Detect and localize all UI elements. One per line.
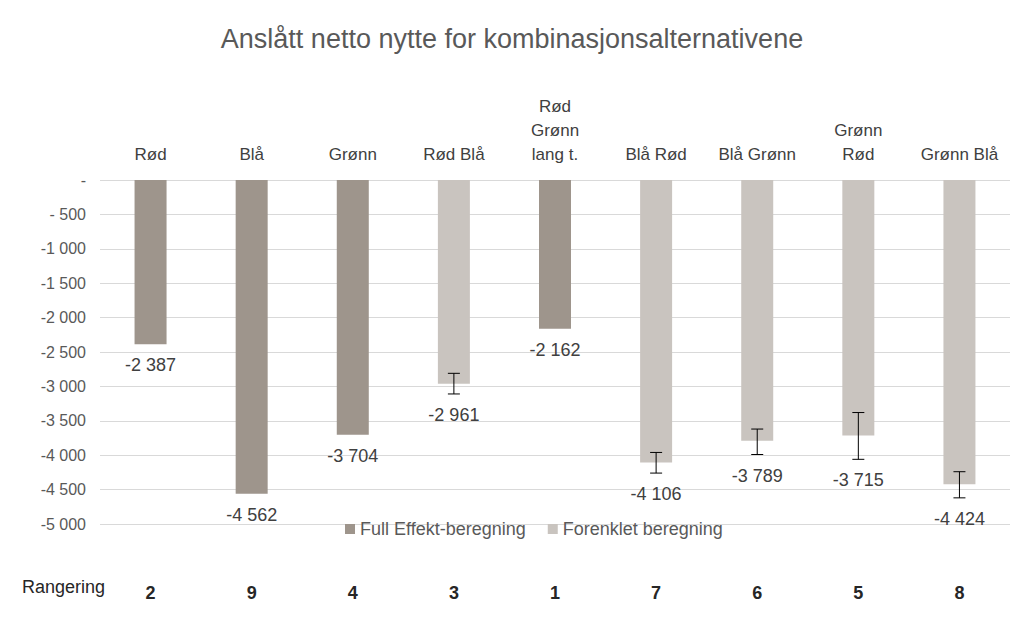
svg-text:-1 500: -1 500 bbox=[41, 275, 86, 292]
svg-text:-4 500: -4 500 bbox=[41, 481, 86, 498]
svg-text:-3 789: -3 789 bbox=[732, 466, 783, 486]
svg-text:Full Effekt-beregning: Full Effekt-beregning bbox=[360, 519, 526, 539]
svg-text:Grønn Blå: Grønn Blå bbox=[921, 145, 999, 164]
svg-text:5: 5 bbox=[853, 583, 863, 603]
svg-text:7: 7 bbox=[651, 583, 661, 603]
svg-text:Forenklet beregning: Forenklet beregning bbox=[563, 519, 723, 539]
svg-text:Blå: Blå bbox=[239, 145, 264, 164]
svg-text:Grønn: Grønn bbox=[834, 121, 882, 140]
svg-text:Rangering: Rangering bbox=[22, 577, 105, 597]
svg-text:-: - bbox=[81, 172, 86, 189]
svg-text:-3 000: -3 000 bbox=[41, 378, 86, 395]
svg-text:Rød: Rød bbox=[842, 145, 874, 164]
svg-text:lang t.: lang t. bbox=[532, 145, 578, 164]
svg-text:Rød Blå: Rød Blå bbox=[423, 145, 485, 164]
svg-text:Blå Grønn: Blå Grønn bbox=[718, 145, 795, 164]
svg-text:-2 961: -2 961 bbox=[428, 405, 479, 425]
svg-text:-5 000: -5 000 bbox=[41, 516, 86, 533]
svg-text:Grønn: Grønn bbox=[531, 121, 579, 140]
svg-text:1: 1 bbox=[550, 583, 560, 603]
svg-text:3: 3 bbox=[449, 583, 459, 603]
svg-text:-4 000: -4 000 bbox=[41, 447, 86, 464]
svg-text:Blå Rød: Blå Rød bbox=[625, 145, 686, 164]
svg-text:6: 6 bbox=[752, 583, 762, 603]
svg-text:-2 387: -2 387 bbox=[125, 355, 176, 375]
svg-text:-1 000: -1 000 bbox=[41, 240, 86, 257]
svg-text:-4 106: -4 106 bbox=[631, 484, 682, 504]
svg-text:-2 500: -2 500 bbox=[41, 344, 86, 361]
svg-text:4: 4 bbox=[348, 583, 358, 603]
svg-text:-3 500: -3 500 bbox=[41, 412, 86, 429]
svg-text:-3 704: -3 704 bbox=[327, 446, 378, 466]
svg-text:-2 000: -2 000 bbox=[41, 309, 86, 326]
svg-text:-3 715: -3 715 bbox=[833, 470, 884, 490]
svg-text:Rød: Rød bbox=[539, 97, 571, 116]
svg-text:9: 9 bbox=[247, 583, 257, 603]
svg-text:- 500: - 500 bbox=[50, 206, 87, 223]
svg-text:8: 8 bbox=[954, 583, 964, 603]
svg-text:-4 424: -4 424 bbox=[934, 509, 985, 529]
svg-text:Anslått netto nytte for kombin: Anslått netto nytte for kombinasjonsalte… bbox=[221, 24, 803, 54]
svg-text:2: 2 bbox=[146, 583, 156, 603]
svg-text:-4 562: -4 562 bbox=[226, 505, 277, 525]
svg-text:-2 162: -2 162 bbox=[529, 340, 580, 360]
svg-text:Rød: Rød bbox=[134, 145, 166, 164]
svg-text:Grønn: Grønn bbox=[329, 145, 377, 164]
